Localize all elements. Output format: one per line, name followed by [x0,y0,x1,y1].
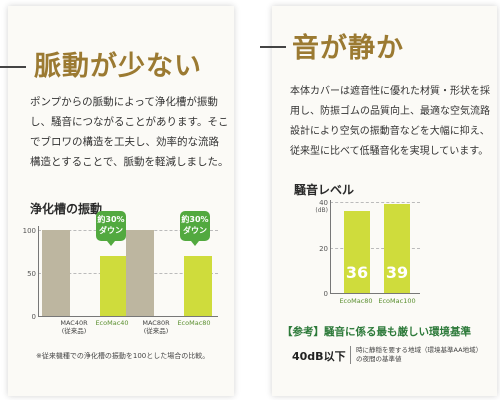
y-axis [38,226,39,317]
vibration-chart-title: 浄化槽の振動 [30,202,103,216]
reference-standard-description: 時に静穏を要する地域（環境基準AA地域） の夜間の基準値 [350,346,482,364]
bar-ecomac100 [384,204,410,293]
description-line: でブロワの構造を工夫し、効率的な流路 [30,136,219,148]
bar-value-label: 36 [345,263,369,282]
noise-description: 本体カバーは遮音性に優れた材質・形状を採 用し、防振ゴムの品質向上、最適な空気流… [290,82,495,162]
description-line: 従来型に比べて低騒音化を実現しています。 [290,146,489,157]
noise-chart-title: 騒音レベル [294,183,355,197]
description-line: 時に静穏を要する地域（環境基準AA地域） [356,346,483,354]
gridline [330,248,420,249]
description-line: 本体カバーは遮音性に優れた材質・形状を採 [290,86,490,97]
axis-unit: (dB) [315,207,328,214]
title-accent-line [260,46,286,48]
description-line: 構造とすることで、脈動を軽減しました。 [30,156,229,168]
vibration-chart: 100 50 0 約30% ダウン 約30% ダウン MAC40R (従来品) … [8,6,234,396]
noise-panel: 音が静か 本体カバーは遮音性に優れた材質・形状を採 用し、防振ゴムの品質向上、最… [260,6,497,396]
reference-standard-title: 【参考】騒音に係る最も厳しい環境基準 [282,326,471,338]
title-accent-line [0,66,26,68]
y-tick-label: 20 [319,245,328,253]
category-label: EcoMac80 [339,297,373,305]
chart-footnote: ※従来機種での浄化槽の振動を100とした場合の比較。 [36,352,210,360]
noise-title: 音が静か [292,33,404,64]
x-axis [38,316,218,317]
category-label: MAC80R (従来品) [142,319,170,335]
badge-percent: 約30% [97,215,125,224]
vibration-title: 脈動が少ない [34,51,202,82]
y-tick-label: 50 [27,270,36,278]
bar-ecomac80 [344,211,370,293]
y-tick-label: 40 [319,199,328,207]
description-line: ポンプからの脈動によって浄化槽が振動 [30,96,218,108]
badge-pointer [191,241,199,246]
description-line: し、騒音につながることがあります。そこ [30,116,229,128]
badge-down: ダウン [99,226,123,235]
description-line: 設計により空気の振動音などを大幅に抑え、 [290,126,490,137]
y-tick-label: 0 [31,313,36,321]
vibration-description: ポンプからの脈動によって浄化槽が振動 し、騒音につながることがあります。そこ で… [30,92,230,172]
reduction-badge: 約30% ダウン [96,211,126,241]
vibration-panel: 脈動が少ない ポンプからの脈動によって浄化槽が振動 し、騒音につながることがあり… [0,6,234,396]
bar-mac80r [126,230,154,316]
bar-ecomac80 [184,255,212,316]
gridline [330,202,420,203]
bar-ecomac40 [100,255,128,316]
description-line: の夜間の基準値 [356,355,402,363]
bar-mac40r [42,230,70,316]
badge-percent: 約30% [181,215,209,224]
y-tick-label: 100 [22,227,36,235]
y-tick-label: 0 [323,290,328,298]
y-axis [330,200,331,294]
badge-down: ダウン [183,226,207,235]
category-label: EcoMac100 [378,297,416,305]
x-axis [330,293,420,294]
noise-chart: 40 (dB) 20 0 36 39 EcoMac80 EcoMac100 [272,6,497,396]
category-label: EcoMac80 [177,319,211,327]
reduction-badge: 約30% ダウン [180,211,210,241]
badge-pointer [107,241,115,246]
category-label: EcoMac40 [95,319,129,327]
category-label: MAC40R (従来品) [60,319,88,335]
reference-standard-value: 40dB以下 [292,350,346,363]
description-line: 用し、防振ゴムの品質向上、最適な空気流路 [290,106,490,117]
bar-value-label: 39 [385,263,409,282]
